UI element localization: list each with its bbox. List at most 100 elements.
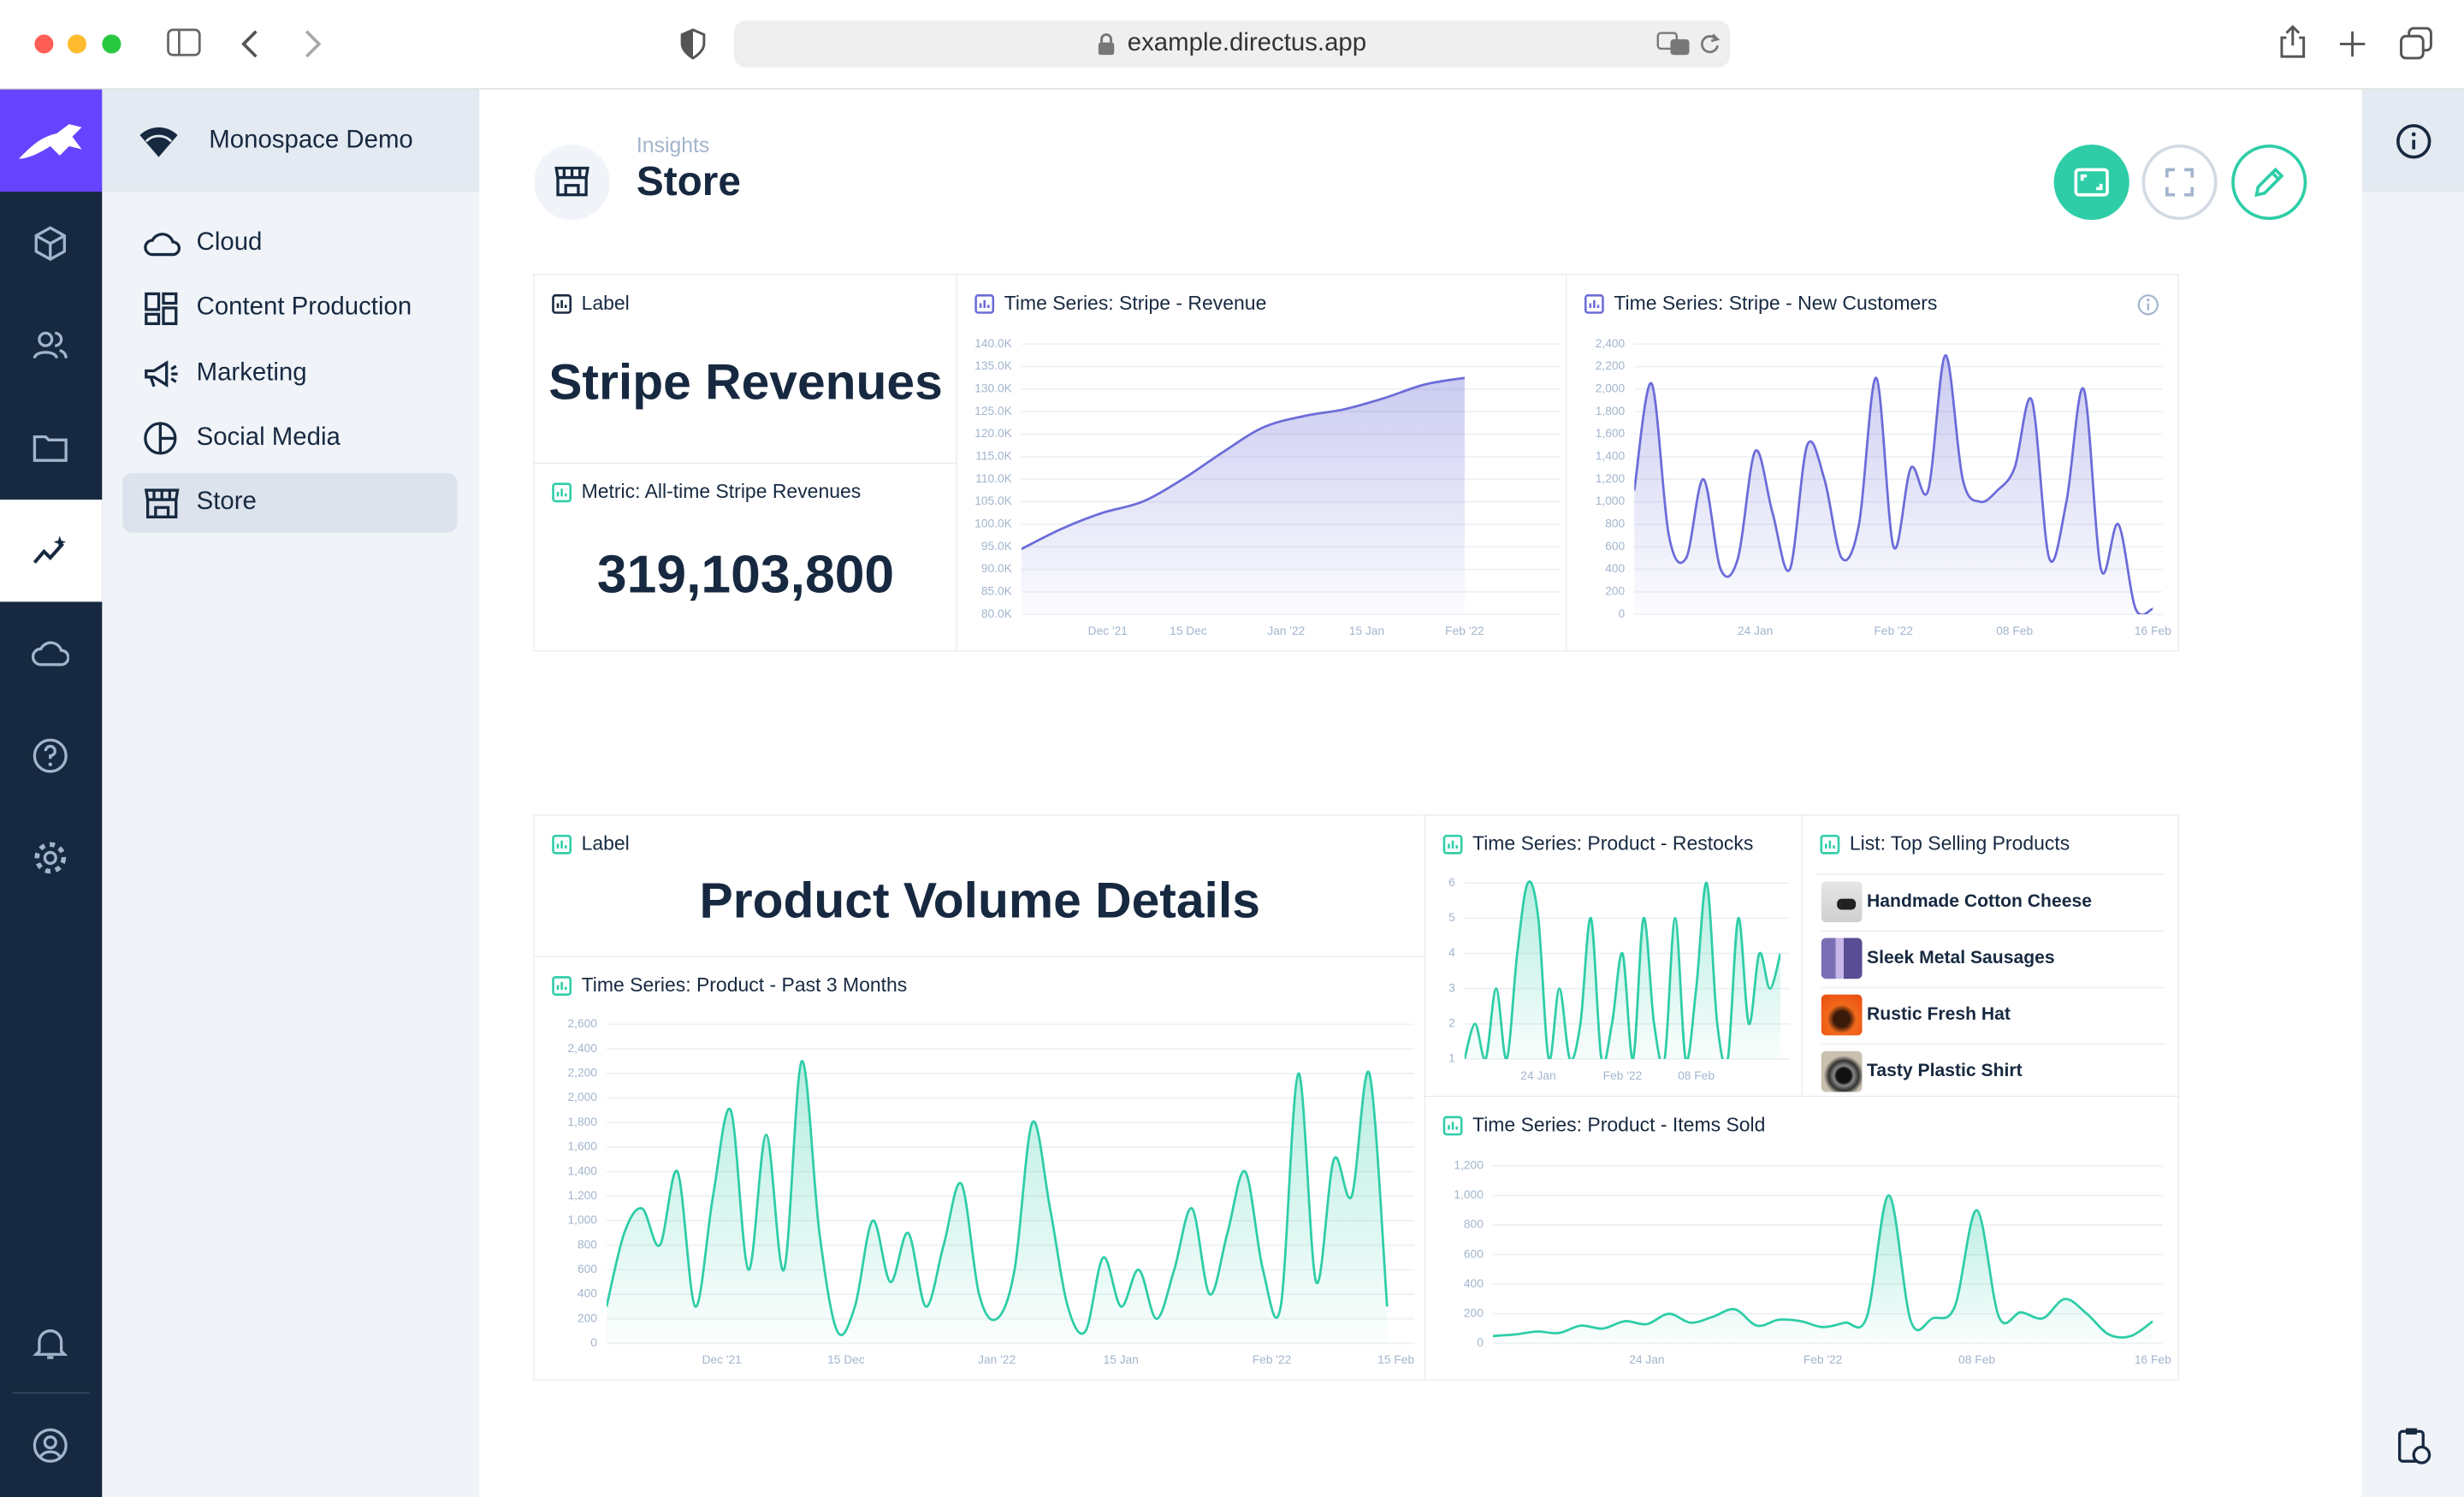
zoom-button[interactable] [102, 34, 121, 54]
nav-item[interactable]: Cloud [122, 214, 457, 274]
panel-title: List: Top Selling Products [1849, 832, 2070, 855]
users-module[interactable] [32, 327, 69, 364]
minimize-button[interactable] [67, 34, 87, 54]
y-tick-label: 125.0K [974, 405, 1012, 417]
close-button[interactable] [34, 34, 54, 54]
x-tick-label: Dec '21 [1088, 624, 1128, 637]
info-button[interactable] [2361, 89, 2464, 192]
project-header[interactable]: Monospace Demo [102, 89, 480, 192]
nav-label: Social Media [196, 423, 341, 452]
metric-value: 319,103,800 [596, 545, 895, 606]
panel-header: Metric: All-time Stripe Revenues [552, 481, 861, 503]
y-tick-label: 800 [1605, 517, 1625, 530]
panel-icon [1442, 1115, 1463, 1135]
nav-icon [144, 233, 181, 257]
edit-button[interactable] [2231, 144, 2307, 221]
y-tick-label: 1,800 [568, 1115, 598, 1128]
panel-icon [974, 293, 995, 313]
series-line [1634, 354, 2153, 615]
thumbnail [1821, 938, 1863, 979]
x-tick-label: Feb '22 [1253, 1353, 1292, 1366]
nav-label: Cloud [196, 229, 263, 257]
fit-icon [2074, 168, 2109, 197]
y-tick-label: 1,400 [568, 1164, 598, 1177]
lock-icon [1099, 33, 1116, 56]
panel-title: Time Series: Stripe - New Customers [1614, 292, 1938, 315]
store-icon [554, 166, 589, 197]
help-module[interactable] [32, 737, 69, 774]
y-tick-label: 600 [578, 1263, 597, 1275]
logo[interactable] [0, 89, 103, 192]
list-item[interactable]: Sleek Metal Sausages [1821, 930, 2166, 989]
breadcrumb[interactable]: Insights [636, 133, 710, 157]
panel-title: Time Series: Stripe - Revenue [1004, 292, 1267, 315]
translate-icon[interactable] [1656, 32, 1691, 56]
thumbnail [1821, 1050, 1863, 1092]
chart-panel: Time Series: Product - Restocks 1 2 3 4 5 6 24… [1424, 815, 1803, 1098]
x-tick-label: 08 Feb [1958, 1353, 1995, 1366]
y-tick-label: 0 [1477, 1336, 1484, 1349]
list-item[interactable]: Handmade Cotton Cheese [1821, 873, 2166, 932]
panel-header: Time Series: Product - Past 3 Months [552, 974, 907, 996]
y-tick-label: 2,200 [1596, 359, 1626, 372]
nav-item[interactable]: Content Production [122, 278, 457, 338]
insights-module[interactable] [0, 500, 103, 602]
forward-button[interactable] [302, 28, 324, 60]
chart: 0 200 400 600 800 1,000 1,200 24 Jan Feb '22 08 F… [1454, 1158, 2171, 1366]
share-button[interactable] [2278, 25, 2307, 59]
address-bar[interactable]: example.directus.app [733, 20, 1731, 68]
y-tick-label: 2,000 [1596, 382, 1626, 395]
nav-label: Marketing [196, 359, 307, 387]
nav-item[interactable]: Marketing [122, 344, 457, 404]
series-line [1021, 376, 1466, 551]
x-tick-label: Feb '22 [1804, 1353, 1843, 1366]
y-tick-label: 130.0K [974, 382, 1012, 395]
series-area [1021, 377, 1465, 615]
notifications-button[interactable] [32, 1324, 69, 1362]
sidebar-toggle[interactable] [167, 28, 201, 56]
y-tick-label: 135.0K [974, 359, 1012, 372]
y-tick-label: 400 [1605, 562, 1625, 575]
x-tick-label: 24 Jan [1520, 1069, 1555, 1082]
nav-item[interactable]: Store [122, 472, 458, 533]
fit-button[interactable] [2053, 144, 2129, 221]
y-tick-label: 1,200 [1454, 1158, 1484, 1171]
chart-panel: Time Series: Product - Past 3 Months 0 20… [534, 956, 1425, 1380]
list-item[interactable]: Rustic Fresh Hat [1821, 986, 2166, 1045]
y-tick-label: 1,400 [1596, 450, 1626, 463]
settings-module[interactable] [32, 839, 69, 877]
y-tick-label: 600 [1605, 540, 1625, 553]
y-tick-label: 1,000 [1454, 1188, 1484, 1201]
y-tick-label: 1,000 [1596, 494, 1626, 507]
series-area [606, 1061, 1388, 1344]
y-tick-label: 5 [1448, 911, 1455, 924]
files-module[interactable] [32, 429, 69, 466]
panel-title: Time Series: Product - Items Sold [1472, 1114, 1766, 1136]
cloud-module[interactable] [31, 635, 69, 672]
panel-info[interactable] [2137, 293, 2159, 316]
page-icon [534, 144, 610, 221]
page-title: Store [636, 157, 741, 204]
user-menu[interactable] [32, 1427, 69, 1464]
y-tick-label: 2,000 [568, 1091, 598, 1104]
activity-button[interactable] [2395, 1425, 2432, 1466]
chart-panel: Time Series: Product - Items Sold 0 200 40… [1424, 1097, 2178, 1380]
fullscreen-button[interactable] [2141, 144, 2218, 221]
y-tick-label: 105.0K [974, 494, 1012, 507]
back-button[interactable] [239, 28, 261, 60]
x-tick-label: Jan '22 [978, 1353, 1016, 1366]
y-tick-label: 2,600 [568, 1017, 598, 1030]
panel-icon [552, 833, 572, 854]
nav-item[interactable]: Social Media [122, 409, 457, 469]
tabs-button[interactable] [2400, 27, 2434, 61]
list-item[interactable]: Tasty Plastic Shirt [1821, 1044, 2165, 1100]
content-module[interactable] [32, 225, 69, 263]
shield-icon[interactable] [680, 28, 706, 60]
y-tick-label: 100.0K [974, 517, 1012, 530]
reload-icon[interactable] [1699, 32, 1721, 56]
y-tick-label: 140.0K [974, 337, 1012, 350]
edit-icon [2254, 167, 2284, 198]
new-tab-button[interactable] [2338, 30, 2366, 58]
